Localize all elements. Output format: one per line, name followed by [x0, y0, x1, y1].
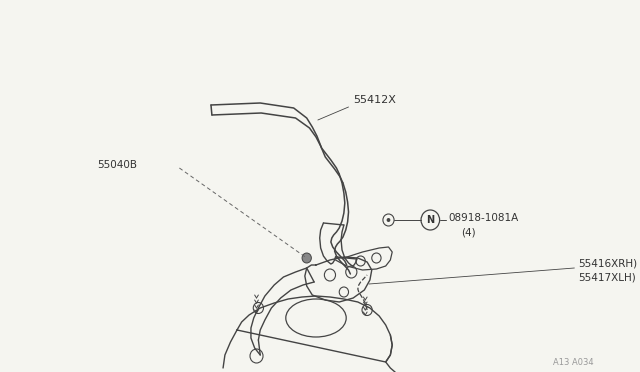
Text: N: N: [426, 215, 435, 225]
Text: 55040B: 55040B: [97, 160, 138, 170]
Text: 08918-1081A: 08918-1081A: [448, 213, 518, 223]
Circle shape: [387, 218, 390, 222]
Text: 55417XLH): 55417XLH): [578, 273, 636, 283]
Text: A13 A034: A13 A034: [553, 358, 594, 367]
Text: 55416XRH): 55416XRH): [578, 259, 637, 269]
Circle shape: [302, 253, 311, 263]
Text: (4): (4): [461, 227, 476, 237]
Text: 55412X: 55412X: [353, 95, 396, 105]
